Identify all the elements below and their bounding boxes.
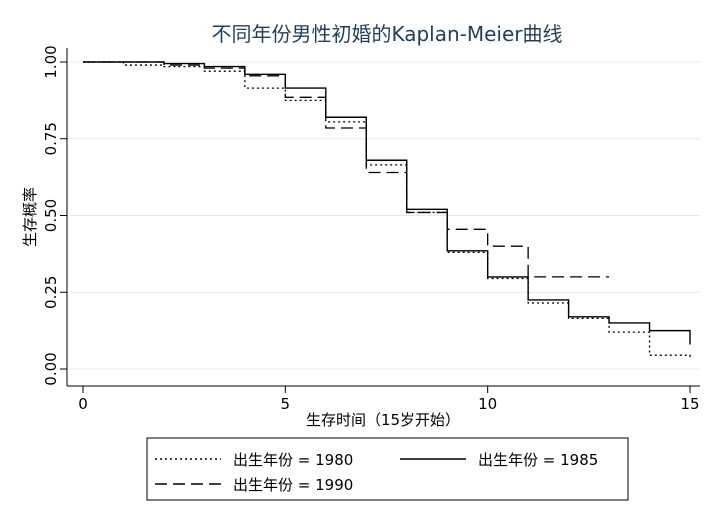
y-axis-ticks: 0.00 0.25 0.50 0.75 1.00 bbox=[42, 45, 67, 386]
chart-title: 不同年份男性初婚的Kaplan-Meier曲线 bbox=[211, 22, 562, 46]
y-tick-label: 0.00 bbox=[42, 352, 60, 385]
x-tick-label: 0 bbox=[78, 395, 88, 413]
series-group bbox=[83, 61, 691, 360]
legend-label: 出生年份 = 1990 bbox=[233, 476, 353, 494]
y-tick-label: 1.00 bbox=[42, 45, 60, 78]
y-tick-label: 0.25 bbox=[42, 276, 60, 309]
x-tick-label: 10 bbox=[478, 395, 497, 413]
x-tick-label: 15 bbox=[680, 395, 699, 413]
series-line-2 bbox=[83, 61, 691, 345]
y-tick-label: 0.75 bbox=[42, 122, 60, 155]
legend-label: 出生年份 = 1980 bbox=[233, 451, 353, 469]
y-axis-label: 生存概率 bbox=[21, 187, 39, 247]
y-tick-label: 0.50 bbox=[42, 199, 60, 232]
legend-box bbox=[146, 437, 629, 501]
x-axis-ticks: 0 5 10 15 bbox=[78, 386, 700, 413]
legend-label: 出生年份 = 1985 bbox=[478, 451, 598, 469]
series-line-3 bbox=[83, 61, 610, 278]
legend: 出生年份 = 1980 出生年份 = 1985 出生年份 = 1990 bbox=[155, 451, 598, 494]
x-tick-label: 5 bbox=[281, 395, 291, 413]
x-axis-label: 生存时间（15岁开始） bbox=[306, 411, 460, 429]
grid-lines bbox=[67, 61, 700, 370]
